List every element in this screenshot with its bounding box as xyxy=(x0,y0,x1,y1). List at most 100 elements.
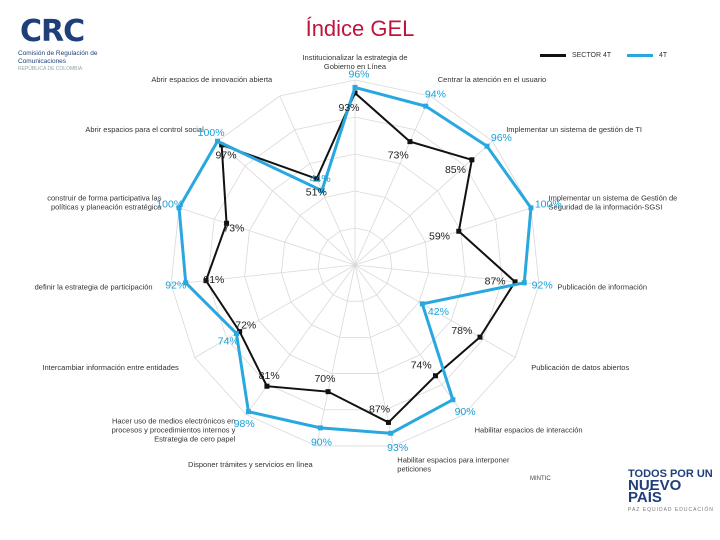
grid-spoke xyxy=(194,264,356,358)
series-sector-data-label: 59% xyxy=(429,231,450,243)
slogan-line1: TODOS POR UN xyxy=(628,468,713,480)
series-crc-point xyxy=(423,103,429,109)
series-sector-data-label: 85% xyxy=(445,164,466,176)
series-crc-point xyxy=(450,397,456,403)
series-sector-data-label: 70% xyxy=(314,373,335,385)
series-sector-point xyxy=(352,90,358,96)
series-crc-data-label: 100% xyxy=(198,127,225,139)
series-crc-data-label: 92% xyxy=(165,279,186,291)
grid-spoke xyxy=(354,264,394,447)
mintic-logo: MINTIC xyxy=(530,476,551,482)
category-label: construir de forma participativa las polí… xyxy=(47,194,162,212)
series-crc-data-label: 96% xyxy=(491,132,512,144)
series-sector-data-label: 73% xyxy=(388,149,409,161)
crc-logo-subtitle: Comisión de Regulación de Comunicaciones… xyxy=(18,50,118,74)
series-sector-data-label: 93% xyxy=(338,102,359,114)
category-label: Habilitar espacios para interponer petici… xyxy=(397,456,510,474)
series-sector-point xyxy=(469,157,475,163)
series-crc-point xyxy=(245,409,251,415)
series-sector-point xyxy=(219,142,225,148)
series-crc-point xyxy=(319,188,325,194)
series-sector-point xyxy=(385,419,391,425)
series-crc-data-label: 93% xyxy=(387,442,408,454)
category-label: Institucionalizar la estrategia de Gobier… xyxy=(302,53,407,71)
category-label: Intercambiar información entre entidades xyxy=(42,363,179,372)
series-sector-point xyxy=(237,329,243,335)
series-sector-data-label: 51% xyxy=(306,187,327,199)
category-label: Habilitar espacios de interacción xyxy=(475,426,583,435)
series-crc-point xyxy=(215,138,221,144)
crc-logo-text: CRC xyxy=(20,14,85,49)
series-sector-data-label: 73% xyxy=(223,223,244,235)
category-label: Disponer trámites y servicios en línea xyxy=(188,460,313,469)
category-label: Abrir espacios para el control social xyxy=(85,125,204,134)
series-sector-data-label: 74% xyxy=(411,359,432,371)
category-label: Abrir espacios de innovación abierta xyxy=(151,75,273,84)
series-crc-data-label: 92% xyxy=(532,279,553,291)
series-sector-point xyxy=(432,373,438,379)
series-crc-data-label: 90% xyxy=(455,406,476,418)
series-sector-data-label: 72% xyxy=(235,320,256,332)
series-crc-data-label: 98% xyxy=(234,418,255,430)
series-crc-point xyxy=(183,280,189,286)
grid-spoke xyxy=(178,207,356,266)
grid-ring xyxy=(244,153,466,374)
grid-spoke xyxy=(354,264,540,285)
grid-spoke xyxy=(354,264,465,415)
grid-spoke xyxy=(354,264,516,358)
series-crc-point xyxy=(388,430,394,436)
series-sector-data-label: 78% xyxy=(451,325,472,337)
legend-label-sector: SECTOR 4T xyxy=(571,52,612,59)
category-label: Publicación de información xyxy=(557,282,647,291)
grid-ring xyxy=(280,190,430,338)
footer-logos: MINTIC TODOS POR UN NUEVO PAÍS PAZ EQUID… xyxy=(520,448,715,528)
legend-swatch-sector xyxy=(540,54,566,57)
series-crc-data-label: 42% xyxy=(428,306,449,318)
series-crc-data-label: 44% xyxy=(310,173,331,185)
category-label: Hacer uso de medios electrónicos en proce… xyxy=(112,417,236,444)
series-crc-point xyxy=(521,280,527,286)
series-crc-point xyxy=(317,425,323,431)
series-crc-point xyxy=(484,143,490,149)
series-crc-point xyxy=(352,84,358,90)
category-label: Implementar un sistema de Gestión de Segu… xyxy=(549,194,678,212)
series-crc-data-label: 74% xyxy=(218,335,239,347)
grid-spoke xyxy=(354,95,431,266)
series-crc-point xyxy=(528,205,534,211)
legend-swatch-crc xyxy=(627,54,654,57)
slogan-small: PAZ EQUIDAD EDUCACIÓN xyxy=(628,507,714,513)
series-crc-data-label: 94% xyxy=(425,88,446,100)
series-crc-point xyxy=(176,205,182,211)
series-crc-data-label: 100% xyxy=(156,199,183,211)
series-sector-data-label: 81% xyxy=(259,370,280,382)
series-sector-point xyxy=(325,389,331,395)
category-label: Centrar la atención en el usuario xyxy=(438,75,546,84)
grid-ring xyxy=(207,116,503,411)
series-sector-data-label: 97% xyxy=(216,149,237,161)
crc-logo-country: REPÚBLICA DE COLOMBIA xyxy=(18,66,83,72)
series-crc-point xyxy=(233,330,239,336)
series-sector-data-label: 81% xyxy=(203,274,224,286)
page-title: Índice GEL xyxy=(305,16,415,41)
grid-spoke xyxy=(354,207,532,266)
series-crc-data-label: 90% xyxy=(311,437,332,449)
series-sector-point xyxy=(314,176,320,182)
slogan-line2: NUEVO PAÍS xyxy=(628,477,682,506)
category-label: Publicación de datos abiertos xyxy=(531,363,629,372)
series-sector-point xyxy=(407,139,413,145)
grid-ring xyxy=(317,227,393,302)
legend-label-crc: 4T xyxy=(659,52,668,59)
grid-spoke xyxy=(170,264,356,285)
legend: SECTOR 4T 4T xyxy=(540,52,667,59)
series-sector-point xyxy=(456,228,462,234)
series-crc-data-label: 100% xyxy=(535,199,562,211)
gov-slogan-logo: TODOS POR UN NUEVO PAÍS PAZ EQUIDAD EDUC… xyxy=(628,468,715,516)
series-sector-line xyxy=(204,91,517,424)
series-crc-line xyxy=(177,85,533,435)
series-sector-point xyxy=(203,278,209,284)
grid-spoke xyxy=(316,264,356,447)
grid-spoke xyxy=(245,264,356,415)
crc-logo-subtitle-line: Comisión de Regulación de Comunicaciones xyxy=(18,50,98,65)
